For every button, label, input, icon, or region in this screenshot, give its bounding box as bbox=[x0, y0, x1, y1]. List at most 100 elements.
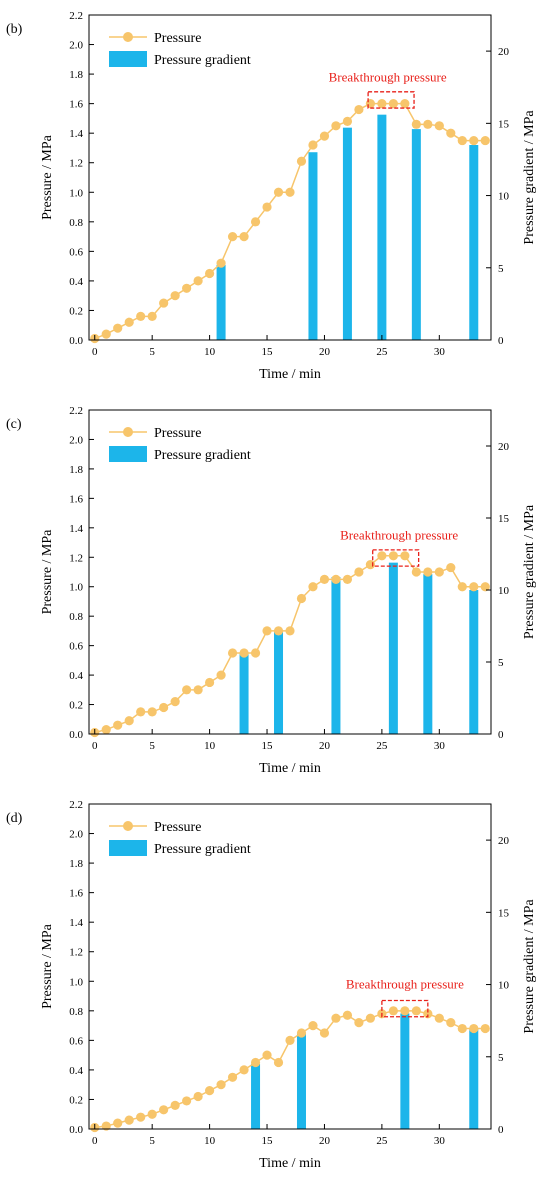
pressure-point bbox=[457, 135, 467, 146]
x-tick-label: 25 bbox=[376, 1135, 388, 1147]
pressure-point bbox=[124, 716, 134, 726]
y-tick-label: 0.4 bbox=[69, 670, 83, 682]
pressure-point bbox=[388, 99, 398, 109]
pressure-point bbox=[342, 116, 353, 126]
y-tick-label: 2.2 bbox=[69, 799, 83, 811]
gradient-bar bbox=[331, 577, 341, 734]
y-tick-label: 0.0 bbox=[69, 1124, 83, 1136]
pressure-point bbox=[296, 156, 307, 166]
legend-gradient-label: Pressure gradient bbox=[154, 53, 251, 68]
pressure-point bbox=[136, 1112, 146, 1122]
y-axis-title: Pressure / MPa bbox=[40, 134, 55, 220]
x-tick-label: 0 bbox=[92, 346, 98, 358]
x-tick-label: 5 bbox=[149, 1135, 155, 1147]
y-tick-label: 1.6 bbox=[69, 493, 83, 505]
pressure-point bbox=[273, 187, 284, 197]
pressure-point bbox=[388, 1006, 398, 1016]
pressure-point bbox=[434, 121, 444, 131]
y-tick-label: 1.6 bbox=[69, 99, 83, 111]
pressure-point bbox=[113, 720, 123, 730]
pressure-point bbox=[205, 1085, 215, 1096]
pressure-point bbox=[377, 99, 387, 109]
pressure-point bbox=[446, 128, 456, 138]
legend-gradient-label: Pressure gradient bbox=[154, 842, 251, 857]
pressure-point bbox=[480, 1023, 490, 1034]
x-tick-label: 20 bbox=[319, 1135, 331, 1147]
panel-label: (b) bbox=[6, 22, 23, 37]
pressure-point bbox=[227, 231, 238, 242]
y2-tick-label: 20 bbox=[498, 46, 510, 58]
y-tick-label: 0.0 bbox=[69, 729, 83, 741]
pressure-point bbox=[480, 135, 490, 146]
pressure-point bbox=[113, 1118, 123, 1128]
pressure-point bbox=[354, 104, 364, 115]
y-tick-label: 1.8 bbox=[69, 858, 83, 870]
pressure-point bbox=[296, 593, 307, 604]
gradient-bar bbox=[216, 264, 226, 340]
pressure-point bbox=[216, 258, 226, 268]
pressure-point bbox=[136, 311, 146, 321]
gradient-bar bbox=[469, 1027, 479, 1129]
pressure-point bbox=[101, 724, 111, 735]
y2-tick-label: 0 bbox=[498, 729, 504, 741]
y-tick-label: 2.2 bbox=[69, 405, 83, 417]
pressure-point bbox=[365, 560, 375, 570]
x-tick-label: 25 bbox=[376, 740, 388, 752]
y-tick-label: 1.6 bbox=[69, 888, 83, 900]
pressure-point bbox=[216, 1080, 226, 1090]
legend-pressure-marker bbox=[123, 821, 133, 831]
x-tick-label: 15 bbox=[262, 740, 274, 752]
y-axis-title: Pressure / MPa bbox=[40, 923, 55, 1009]
pressure-point bbox=[308, 582, 318, 592]
pressure-point bbox=[446, 1018, 456, 1028]
breakthrough-box bbox=[372, 549, 420, 567]
pressure-point bbox=[216, 670, 226, 680]
pressure-point bbox=[285, 626, 295, 636]
y-tick-label: 2.0 bbox=[69, 434, 83, 446]
pressure-point bbox=[308, 1020, 318, 1031]
legend-pressure-marker bbox=[123, 32, 133, 42]
pressure-line bbox=[94, 102, 486, 340]
plot-frame bbox=[88, 409, 492, 735]
y2-tick-label: 5 bbox=[498, 657, 504, 669]
pressure-point bbox=[101, 329, 111, 339]
x-axis-title: Time / min bbox=[259, 761, 321, 776]
pressure-point bbox=[319, 131, 330, 141]
pressure-point bbox=[113, 323, 123, 333]
y2-tick-label: 20 bbox=[498, 835, 510, 847]
pressure-point bbox=[331, 1013, 341, 1023]
x-tick-label: 10 bbox=[204, 1135, 216, 1147]
pressure-point bbox=[342, 1010, 353, 1020]
pressure-point bbox=[182, 283, 192, 293]
pressure-point bbox=[469, 135, 479, 146]
y-tick-label: 1.0 bbox=[69, 582, 83, 594]
gradient-bar bbox=[251, 1064, 261, 1129]
y-tick-label: 1.4 bbox=[69, 128, 83, 140]
legend-pressure-marker bbox=[123, 427, 133, 437]
pressure-point bbox=[262, 202, 272, 212]
pressure-point bbox=[205, 677, 215, 688]
y-tick-label: 0.2 bbox=[69, 1094, 83, 1106]
pressure-point bbox=[124, 317, 134, 327]
legend-gradient-swatch bbox=[109, 840, 147, 856]
breakthrough-label: Breakthrough pressure bbox=[340, 528, 458, 543]
y-tick-label: 2.0 bbox=[69, 829, 83, 841]
pressure-point bbox=[170, 1100, 180, 1110]
y-tick-label: 1.8 bbox=[69, 464, 83, 476]
x-tick-label: 30 bbox=[434, 740, 446, 752]
chart-panel-3: 0 5 10 15 20 25 30 0.0 0.2 0.4 0.6 0.8 1.0 1.2 1.4 1.6 1… bbox=[6, 799, 537, 1171]
breakthrough-box bbox=[381, 999, 429, 1018]
pressure-point bbox=[239, 231, 249, 242]
x-tick-label: 5 bbox=[149, 346, 155, 358]
x-tick-label: 10 bbox=[204, 346, 216, 358]
y-tick-label: 1.8 bbox=[69, 69, 83, 81]
y2-tick-label: 0 bbox=[498, 1124, 504, 1136]
gradient-bar bbox=[274, 630, 284, 734]
y2-tick-label: 0 bbox=[498, 335, 504, 347]
x-tick-label: 0 bbox=[92, 1135, 98, 1147]
y-tick-label: 2.0 bbox=[69, 40, 83, 52]
pressure-point bbox=[480, 582, 490, 592]
pressure-point bbox=[250, 1057, 261, 1068]
pressure-point bbox=[469, 582, 479, 592]
legend-pressure-label: Pressure bbox=[154, 426, 201, 441]
